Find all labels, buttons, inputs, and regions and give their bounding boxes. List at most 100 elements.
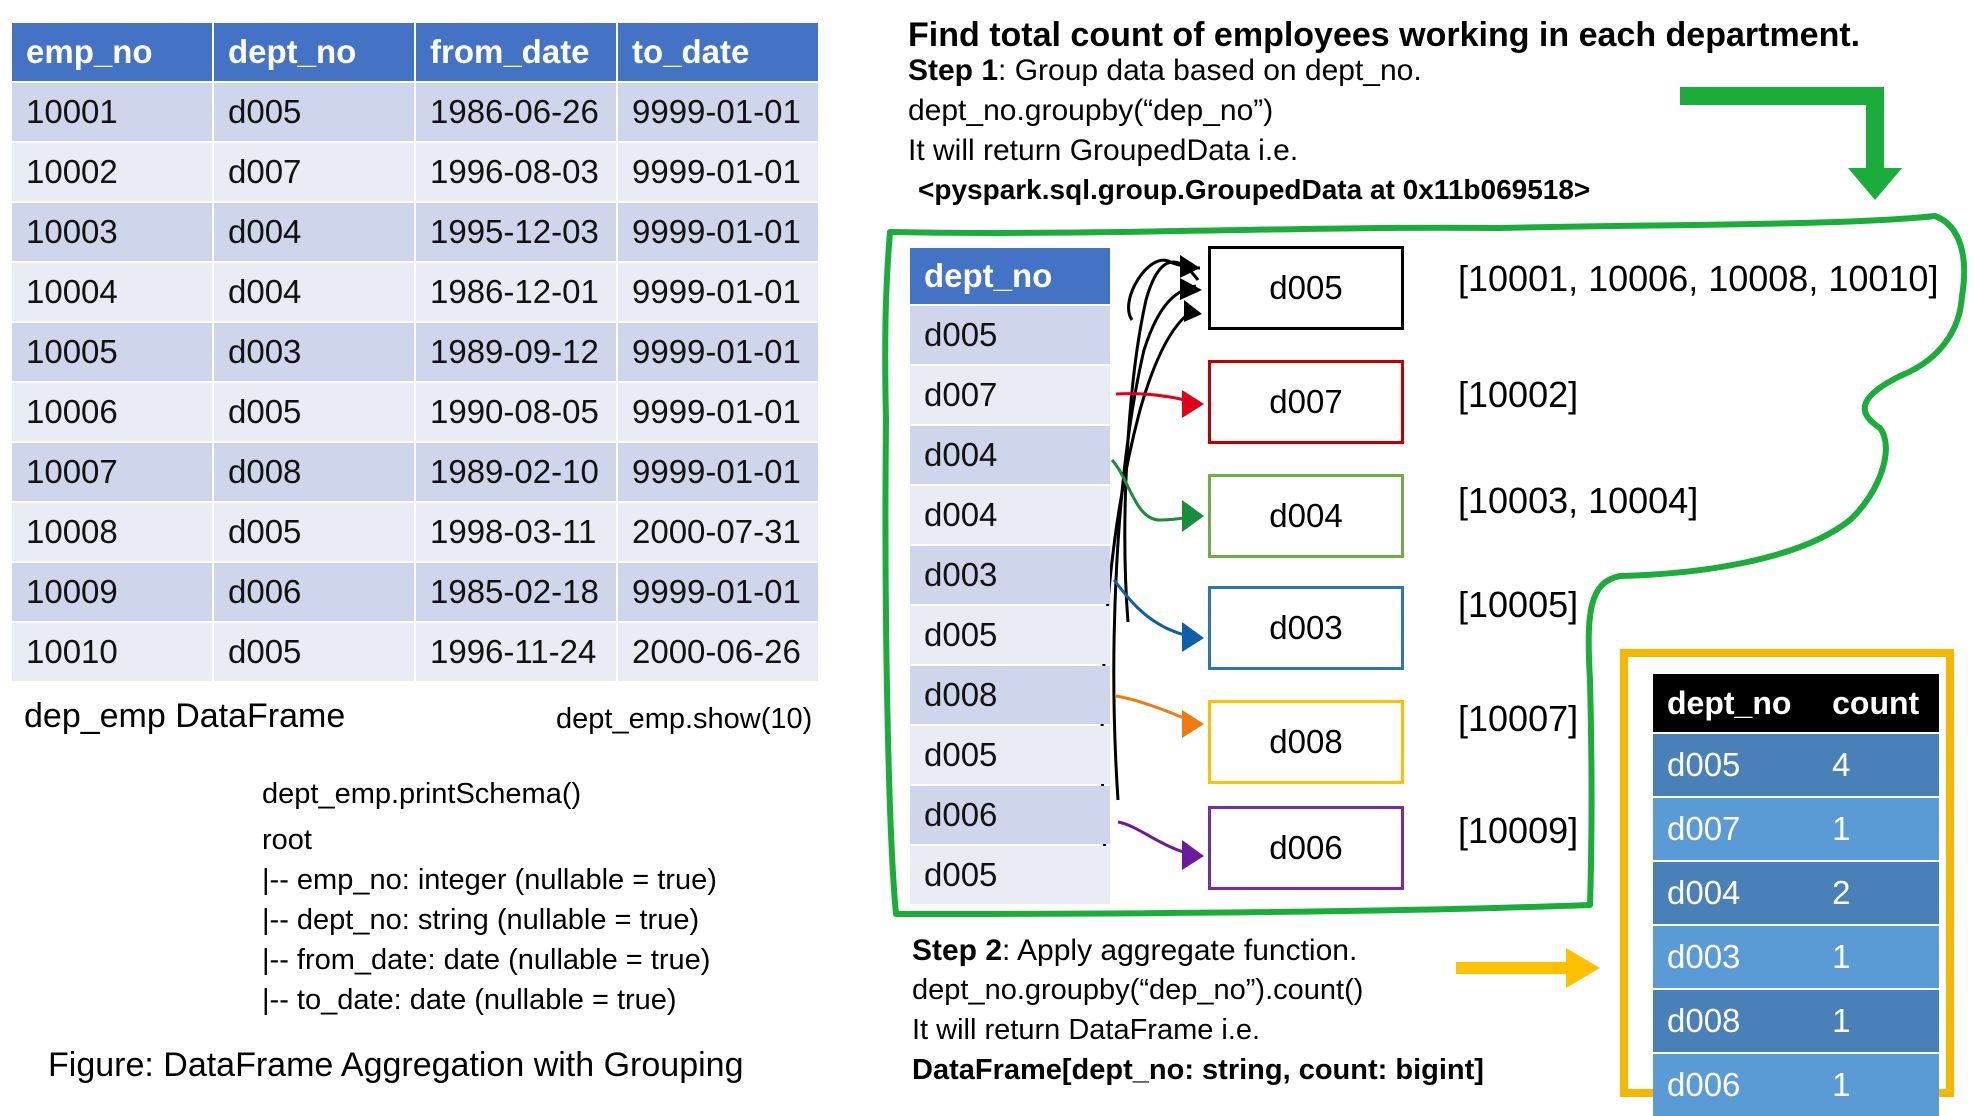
table-row: 10007 d008 1989-02-10 9999-01-01 xyxy=(12,443,818,501)
result-header-count: count xyxy=(1818,674,1939,733)
dept-column-cell: d005 xyxy=(910,306,1110,364)
result-table-frame: dept_no count d005 4 d007 1 d004 2 d003 1 d008 1 d… xyxy=(1620,649,1954,1116)
arrowhead-d005 xyxy=(1180,278,1202,300)
result-cell-count: 1 xyxy=(1818,796,1939,861)
arrowhead-d005 xyxy=(1180,255,1200,278)
figure-caption: Figure: DataFrame Aggregation with Group… xyxy=(48,1046,744,1084)
arrowhead-d004 xyxy=(1182,500,1204,532)
step2-text: : Apply aggregate function. xyxy=(1002,934,1358,967)
result-row: d008 1 xyxy=(1653,988,1939,1053)
arrowhead-d007 xyxy=(1182,390,1204,418)
result-row: d005 4 xyxy=(1653,732,1939,797)
table-row: 10010 d005 1996-11-24 2000-06-26 xyxy=(12,623,818,681)
step1-label: Step 1 xyxy=(908,54,999,87)
dept-emp-table: emp_no dept_no from_date to_date 10001 d0… xyxy=(10,21,820,683)
cell-emp-no: 10010 xyxy=(12,623,212,681)
group-box-d008: d008 xyxy=(1208,700,1404,784)
cell-from-date: 1989-09-12 xyxy=(416,323,616,381)
cell-from-date: 1995-12-03 xyxy=(416,203,616,261)
cell-from-date: 1985-02-18 xyxy=(416,563,616,621)
cell-to-date: 9999-01-01 xyxy=(618,383,818,441)
arrowhead-d008 xyxy=(1182,710,1204,738)
cell-from-date: 1998-03-11 xyxy=(416,503,616,561)
cell-emp-no: 10008 xyxy=(12,503,212,561)
table-row: 10002 d007 1996-08-03 9999-01-01 xyxy=(12,143,818,201)
result-row: d006 1 xyxy=(1653,1052,1939,1116)
cell-emp-no: 10001 xyxy=(12,83,212,141)
cell-emp-no: 10009 xyxy=(12,563,212,621)
cell-emp-no: 10002 xyxy=(12,143,212,201)
cell-emp-no: 10004 xyxy=(12,263,212,321)
dept-column-cell: d004 xyxy=(910,486,1110,544)
step2-code: dept_no.groupby(“dep_no”).count() xyxy=(912,974,1364,1006)
result-table: dept_no count d005 4 d007 1 d004 2 d003 1 d008 1 d… xyxy=(1653,674,1939,1116)
cell-from-date: 1990-08-05 xyxy=(416,383,616,441)
result-row: d003 1 xyxy=(1653,924,1939,989)
group-box-d004: d004 xyxy=(1208,474,1404,558)
grouped-data-object: <pyspark.sql.group.GroupedData at 0x11b0… xyxy=(918,174,1591,205)
column-header-dept-no: dept_no xyxy=(214,23,414,81)
cell-from-date: 1996-08-03 xyxy=(416,143,616,201)
cell-dept-no: d006 xyxy=(214,563,414,621)
arrowhead-d006 xyxy=(1182,840,1204,870)
step1-code: dept_no.groupby(“dep_no”) xyxy=(908,94,1274,127)
cell-from-date: 1986-12-01 xyxy=(416,263,616,321)
group-members-d008: [10007] xyxy=(1458,698,1579,739)
dept-column-cell: d005 xyxy=(910,726,1110,784)
step2-arrowhead xyxy=(1566,948,1600,988)
schema-field: |-- dept_no: string (nullable = true) xyxy=(262,904,700,936)
cell-from-date: 1989-02-10 xyxy=(416,443,616,501)
step2-description: Step 2: Apply aggregate function. xyxy=(912,934,1357,968)
cell-from-date: 1986-06-26 xyxy=(416,83,616,141)
cell-emp-no: 10007 xyxy=(12,443,212,501)
result-cell-dept-no: d006 xyxy=(1653,1052,1819,1116)
dept-column-cell: d008 xyxy=(910,666,1110,724)
table-header-row: emp_no dept_no from_date to_date xyxy=(12,23,818,81)
dept-column-cell: d005 xyxy=(910,606,1110,664)
cell-to-date: 2000-07-31 xyxy=(618,503,818,561)
cell-to-date: 9999-01-01 xyxy=(618,203,818,261)
table-row: 10004 d004 1986-12-01 9999-01-01 xyxy=(12,263,818,321)
cell-to-date: 9999-01-01 xyxy=(618,83,818,141)
dept-column-cell: d003 xyxy=(910,546,1110,604)
cell-dept-no: d005 xyxy=(214,83,414,141)
step1-arrowhead xyxy=(1848,168,1902,200)
cell-dept-no: d003 xyxy=(214,323,414,381)
dept-column-cell: d006 xyxy=(910,786,1110,844)
cell-to-date: 9999-01-01 xyxy=(618,323,818,381)
result-cell-count: 4 xyxy=(1818,732,1939,797)
dept-column-cell: d004 xyxy=(910,426,1110,484)
cell-dept-no: d007 xyxy=(214,143,414,201)
schema-field: |-- from_date: date (nullable = true) xyxy=(262,944,711,976)
schema-root: root xyxy=(262,824,312,856)
cell-to-date: 9999-01-01 xyxy=(618,443,818,501)
cell-dept-no: d005 xyxy=(214,623,414,681)
dept-column-cell: d005 xyxy=(910,846,1110,904)
column-header-emp-no: emp_no xyxy=(12,23,212,81)
group-box-d007: d007 xyxy=(1208,360,1404,444)
table-row: 10006 d005 1990-08-05 9999-01-01 xyxy=(12,383,818,441)
cell-dept-no: d008 xyxy=(214,443,414,501)
step2-label: Step 2 xyxy=(912,934,1003,967)
result-cell-count: 1 xyxy=(1818,988,1939,1053)
result-header-row: dept_no count xyxy=(1653,674,1939,733)
result-cell-count: 2 xyxy=(1818,860,1939,925)
page-title: Find total count of employees working in… xyxy=(908,16,1861,54)
table-row: 10001 d005 1986-06-26 9999-01-01 xyxy=(12,83,818,141)
cell-to-date: 9999-01-01 xyxy=(618,563,818,621)
dataframe-name-caption: dep_emp DataFrame xyxy=(24,697,346,735)
dept-no-column: dept_no d005 d007 d004 d004 d003 d005 d008 d005… xyxy=(910,248,1110,904)
result-cell-dept-no: d004 xyxy=(1653,860,1819,925)
group-members-d006: [10009] xyxy=(1458,810,1579,851)
group-members-d003: [10005] xyxy=(1458,584,1579,625)
result-cell-dept-no: d003 xyxy=(1653,924,1819,989)
group-members-d007: [10002] xyxy=(1458,374,1579,415)
result-cell-dept-no: d008 xyxy=(1653,988,1819,1053)
group-box-d005: d005 xyxy=(1208,246,1404,330)
dept-column-cell: d007 xyxy=(910,366,1110,424)
group-members-d004: [10003, 10004] xyxy=(1458,480,1699,521)
cell-to-date: 9999-01-01 xyxy=(618,143,818,201)
step1-arrow xyxy=(1680,87,1884,170)
show-call-caption: dept_emp.show(10) xyxy=(556,703,813,735)
